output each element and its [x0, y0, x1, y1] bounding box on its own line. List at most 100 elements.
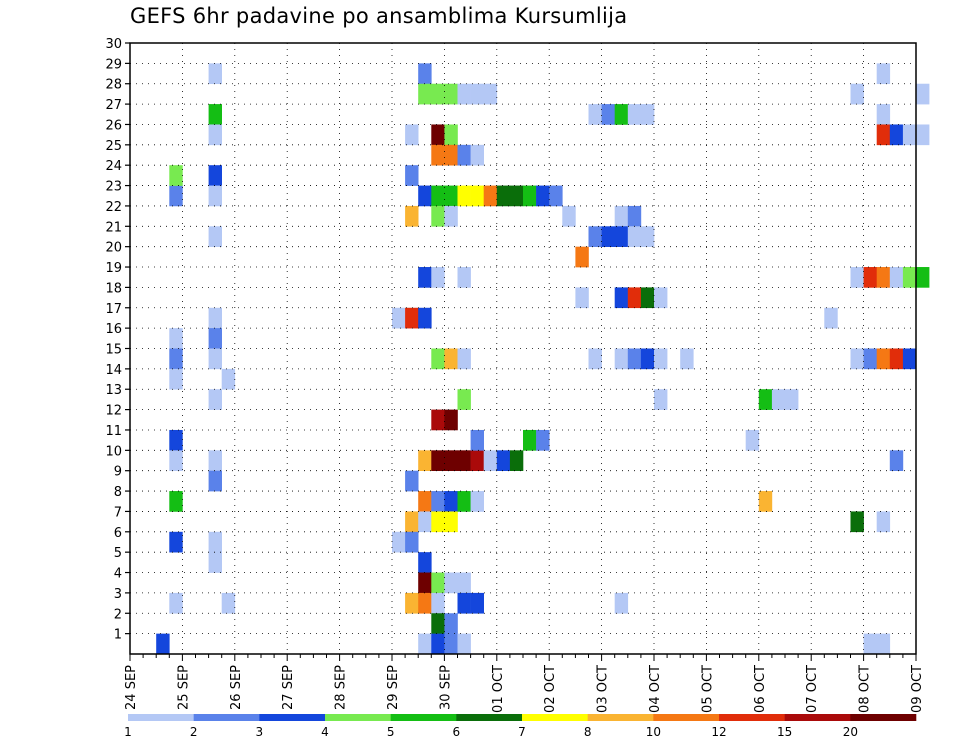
- heatmap-cell: [876, 63, 891, 85]
- heatmap-cell: [444, 450, 458, 471]
- heatmap-cell: [208, 531, 222, 553]
- y-tick-label: 29: [105, 57, 122, 72]
- y-tick-label: 27: [105, 98, 122, 113]
- heatmap-cell: [444, 124, 458, 146]
- heatmap-cell: [405, 470, 419, 492]
- heatmap-cell: [496, 185, 511, 207]
- x-tick-label: 06 OCT: [753, 665, 768, 713]
- heatmap-cell: [536, 429, 550, 451]
- legend-swatch: [193, 714, 260, 721]
- heatmap-cell: [444, 348, 458, 370]
- y-tick-label: 18: [105, 281, 122, 296]
- heatmap-cell: [405, 511, 419, 533]
- heatmap-cell: [431, 613, 445, 634]
- heatmap-cell: [850, 83, 864, 105]
- y-tick-label: 23: [105, 180, 122, 195]
- gridlines: [130, 43, 917, 654]
- heatmap-cell: [405, 205, 419, 227]
- heatmap-cell: [418, 63, 432, 85]
- y-tick-label: 13: [105, 383, 122, 398]
- heatmap-cell: [431, 450, 445, 471]
- legend-label: 15: [777, 725, 792, 739]
- heatmap-cell: [601, 104, 615, 125]
- heatmap-cell: [902, 348, 917, 370]
- y-tick-label: 11: [105, 424, 122, 439]
- heatmap-cell: [470, 491, 484, 512]
- heatmap-cell: [863, 348, 877, 370]
- legend-label: 5: [387, 725, 395, 739]
- y-tick-label: 12: [105, 404, 122, 419]
- x-tick-label: 09 OCT: [910, 665, 925, 713]
- heatmap-cell: [876, 124, 891, 146]
- heatmap-cell: [588, 348, 602, 370]
- heatmap-cell: [483, 450, 498, 471]
- heatmap-cell: [680, 348, 694, 370]
- heatmap-cell: [536, 185, 550, 207]
- heatmap-cell: [640, 226, 655, 247]
- heatmap-cell: [444, 633, 458, 655]
- heatmap-cell: [640, 287, 655, 309]
- heatmap-cell: [575, 246, 589, 268]
- heatmap-cell: [863, 267, 877, 288]
- heatmap-cell: [208, 552, 222, 573]
- heatmap-cell: [444, 491, 458, 512]
- y-tick-label: 21: [105, 220, 122, 235]
- y-tick-label: 1: [114, 628, 122, 643]
- heatmap-cell: [405, 307, 419, 329]
- heatmap-cell: [562, 205, 576, 227]
- legend-label: 12: [711, 725, 726, 739]
- heatmap-cell: [654, 287, 668, 309]
- legend-label: 6: [453, 725, 461, 739]
- heatmap-cell: [208, 450, 222, 471]
- heatmap-cell: [640, 348, 655, 370]
- heatmap-cell: [483, 185, 498, 207]
- heatmap-cell: [208, 185, 222, 207]
- heatmap-cell: [627, 104, 642, 125]
- heatmap-cell: [457, 144, 471, 166]
- heatmap-cell: [916, 83, 930, 105]
- heatmap-cell: [418, 511, 432, 533]
- heatmap-cell: [169, 165, 183, 186]
- heatmap-cell: [418, 307, 432, 329]
- heatmap-cell: [169, 491, 183, 512]
- heatmap-cell: [588, 226, 602, 247]
- heatmap-cell: [523, 185, 537, 207]
- y-tick-label: 25: [105, 139, 122, 154]
- y-tick-label: 5: [114, 546, 122, 561]
- y-tick-label: 30: [105, 37, 122, 52]
- legend-swatch: [259, 714, 326, 721]
- y-tick-label: 6: [114, 526, 122, 541]
- heatmap-cell: [509, 450, 524, 471]
- heatmap-cell: [208, 165, 222, 186]
- heatmap-cell: [627, 348, 642, 370]
- heatmap-cell: [483, 83, 498, 105]
- heatmap-cell: [614, 226, 629, 247]
- heatmap-cell: [889, 124, 904, 146]
- legend-label: 20: [843, 725, 858, 739]
- heatmap-cell: [457, 185, 471, 207]
- heatmap-cell: [457, 491, 471, 512]
- heatmap-cell: [470, 144, 484, 166]
- heatmap-cell: [850, 267, 864, 288]
- heatmap-cell: [169, 328, 183, 349]
- heatmap-cell: [392, 307, 406, 329]
- legend-swatch: [784, 714, 851, 721]
- heatmap-cell: [785, 389, 799, 410]
- heatmap-cell: [902, 267, 917, 288]
- y-tick-label: 26: [105, 118, 122, 133]
- legend-swatch: [653, 714, 720, 721]
- heatmap-cell: [431, 267, 445, 288]
- heatmap-cell: [627, 287, 642, 309]
- heatmap-cell: [457, 267, 471, 288]
- heatmap-cell: [457, 348, 471, 370]
- heatmap-cell: [876, 267, 891, 288]
- heatmap-cell: [824, 307, 838, 329]
- legend-swatch: [587, 714, 654, 721]
- heatmap-cell: [431, 185, 445, 207]
- x-tick-label: 25 SEP: [176, 665, 191, 710]
- heatmap-cell: [418, 83, 432, 105]
- heatmap-cell: [758, 491, 773, 512]
- heatmap-cell: [431, 205, 445, 227]
- legend-label: 7: [518, 725, 526, 739]
